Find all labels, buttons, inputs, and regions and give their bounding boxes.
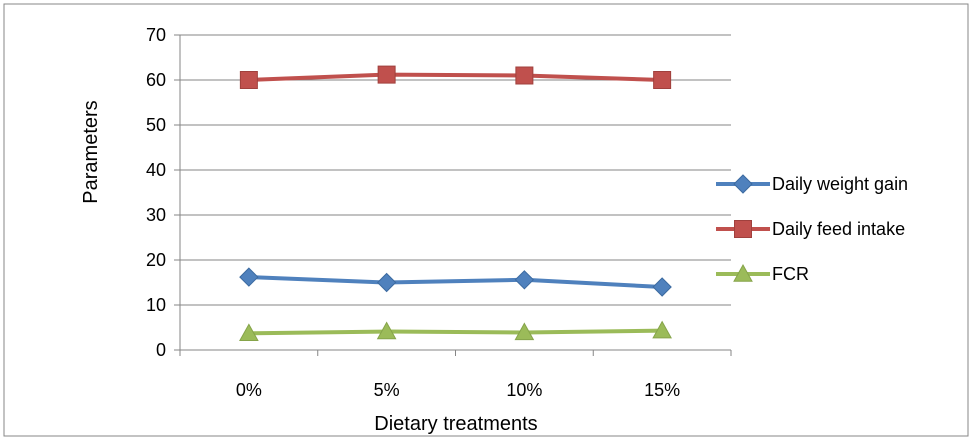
- legend: Daily weight gain Daily feed intake FCR: [716, 174, 908, 284]
- y-tick-label: 60: [146, 70, 166, 90]
- axes: 0 10 20 30 40 50 60 70 0% 5% 10% 15%: [146, 25, 732, 400]
- series-line: [248, 72, 663, 82]
- series-lines: [239, 65, 672, 342]
- legend-label: FCR: [772, 264, 809, 284]
- legend-label: Daily weight gain: [772, 174, 908, 194]
- x-tick-label: 15%: [644, 380, 680, 400]
- x-tick-label: 5%: [374, 380, 400, 400]
- y-tick-label: 10: [146, 295, 166, 315]
- data-point: [514, 322, 535, 341]
- data-point: [239, 71, 258, 89]
- y-tick-label: 30: [146, 205, 166, 225]
- y-tick-label: 50: [146, 115, 166, 135]
- series-line: [248, 328, 663, 336]
- x-axis-title: Dietary treatments: [374, 413, 537, 435]
- data-point: [376, 272, 397, 293]
- legend-marker: [733, 174, 753, 194]
- data-point: [653, 71, 672, 89]
- data-point: [652, 320, 672, 339]
- y-tick-label: 0: [156, 340, 166, 360]
- x-tick-label: 0%: [236, 380, 262, 400]
- data-point: [514, 270, 535, 290]
- y-axis-title: Parameters: [80, 100, 102, 203]
- data-point: [652, 277, 672, 297]
- y-tick-label: 70: [146, 25, 166, 45]
- data-point: [239, 267, 259, 287]
- y-tick-label: 40: [146, 160, 166, 180]
- legend-marker: [734, 220, 752, 238]
- data-point: [239, 323, 259, 342]
- data-point: [377, 65, 396, 84]
- x-tick-label: 10%: [506, 380, 542, 400]
- data-point: [376, 321, 397, 340]
- legend-label: Daily feed intake: [772, 219, 905, 239]
- series-line: [248, 275, 663, 289]
- data-point: [515, 66, 534, 85]
- legend-marker: [733, 263, 753, 282]
- y-tick-label: 20: [146, 250, 166, 270]
